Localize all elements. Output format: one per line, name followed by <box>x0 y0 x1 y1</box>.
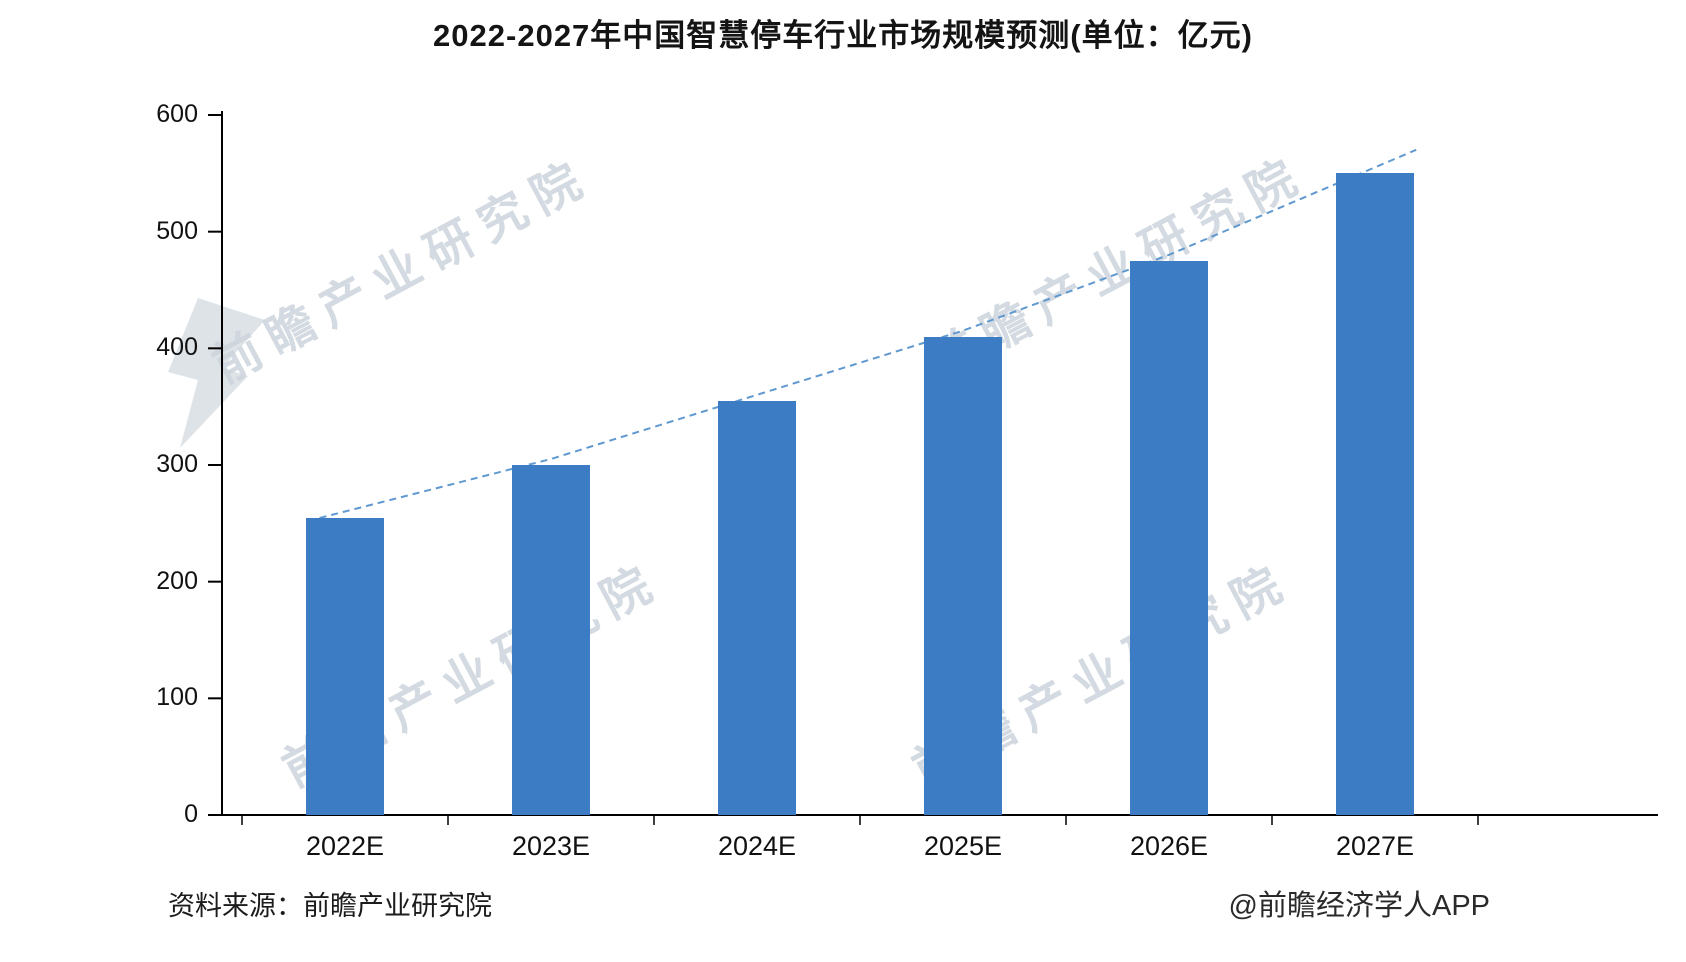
x-axis-label: 2026E <box>1129 831 1209 861</box>
chart-title: 2022-2027年中国智慧停车行业市场规模预测(单位：亿元) <box>433 18 1253 53</box>
bar-2027E <box>1336 173 1414 815</box>
y-axis-label: 500 <box>156 216 198 245</box>
bar-2026E <box>1130 260 1208 815</box>
y-axis-label: 400 <box>156 333 198 362</box>
x-axis-label: 2023E <box>511 831 591 861</box>
x-axis-label: 2022E <box>305 831 385 861</box>
y-axis-label: 200 <box>156 566 198 595</box>
y-axis-label: 0 <box>184 800 198 828</box>
x-axis-label: 2025E <box>923 831 1003 861</box>
y-axis-label: 600 <box>156 100 198 128</box>
y-axis-label: 300 <box>156 450 198 478</box>
qianzhan-logo-icon <box>168 298 265 448</box>
bar-2023E <box>512 465 590 815</box>
y-axis-label: 100 <box>156 683 198 712</box>
trend-line <box>307 148 1417 522</box>
x-axis-label: 2024E <box>717 831 797 861</box>
x-axis-label: 2027E <box>1335 831 1415 861</box>
bar-2025E <box>924 336 1002 815</box>
source-note: 资料来源：前瞻产业研究院 <box>168 891 492 921</box>
credit-note: @前瞻经济学人APP <box>1228 890 1490 922</box>
bar-2024E <box>718 400 796 815</box>
bar-2022E <box>306 517 384 815</box>
